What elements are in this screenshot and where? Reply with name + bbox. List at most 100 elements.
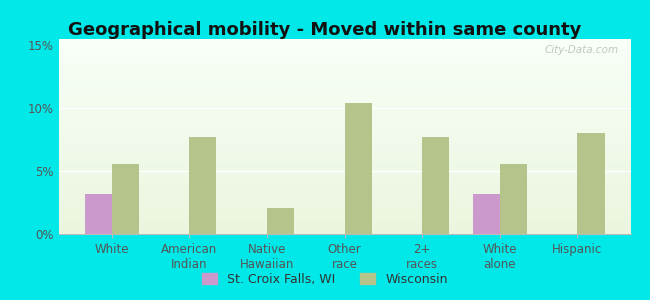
Bar [58,147,630,148]
Bar [58,115,630,116]
Bar [58,190,630,191]
Bar [58,220,630,221]
Bar [58,63,630,64]
Bar [58,83,630,84]
Bar [58,154,630,155]
Bar [58,173,630,175]
Bar [58,158,630,159]
Bar [58,202,630,203]
Bar [58,172,630,173]
Bar [58,118,630,119]
Bar [58,162,630,163]
Bar [58,78,630,79]
Bar [58,103,630,104]
Bar [58,51,630,52]
Bar [58,98,630,99]
Bar [58,198,630,199]
Bar [58,229,630,230]
Bar [58,108,630,109]
Bar [58,73,630,74]
Bar [58,82,630,83]
Bar [58,185,630,186]
Bar [58,171,630,172]
Bar [58,221,630,222]
Bar [58,92,630,93]
Bar [58,168,630,169]
Bar [112,164,139,234]
Bar [58,225,630,226]
Bar [58,41,630,42]
Bar [58,209,630,210]
Bar [58,121,630,122]
Bar [58,164,630,165]
Bar [58,89,630,90]
Bar [58,75,630,76]
Bar [58,77,630,78]
Bar [58,112,630,113]
Bar [58,145,630,146]
Bar [58,72,630,73]
Bar [58,218,630,219]
Bar [422,137,449,234]
Bar [58,136,630,137]
Bar [58,165,630,166]
Bar [58,49,630,50]
Bar [58,197,630,198]
Bar [58,228,630,229]
Bar [58,134,630,136]
Bar [58,181,630,182]
Bar [58,117,630,118]
Bar [58,150,630,151]
Bar [58,84,630,85]
Bar [58,199,630,200]
Bar [58,67,630,68]
Bar [58,123,630,124]
Bar [58,81,630,82]
Bar [58,203,630,204]
Bar [577,134,605,234]
Bar [58,58,630,59]
Bar [267,208,294,234]
Bar [58,132,630,133]
Bar [58,191,630,192]
Bar [58,91,630,92]
Bar [58,177,630,178]
Bar [58,188,630,189]
Bar [58,86,630,87]
Bar [58,104,630,105]
Bar [58,100,630,101]
Bar [58,176,630,177]
Bar [58,45,630,46]
Bar [58,101,630,102]
Bar [58,192,630,193]
Bar [58,217,630,218]
Bar [58,193,630,194]
Bar [58,62,630,63]
Bar [58,47,630,48]
Bar [58,138,630,140]
Bar [58,155,630,156]
Bar [58,161,630,162]
Bar [58,50,630,51]
Bar [58,143,630,144]
Bar [58,226,630,227]
Bar [58,79,630,80]
Bar [84,194,112,234]
Bar [58,111,630,112]
Bar [58,54,630,55]
Bar [500,164,527,234]
Bar [58,44,630,45]
Bar [58,97,630,98]
Bar [58,85,630,86]
Bar [58,94,630,95]
Bar [58,93,630,94]
Bar [58,208,630,209]
Bar [58,131,630,132]
Bar [58,116,630,117]
Bar [58,178,630,179]
Bar [58,122,630,123]
Bar [58,119,630,120]
Bar [58,231,630,232]
Bar [58,110,630,111]
Bar [58,120,630,121]
